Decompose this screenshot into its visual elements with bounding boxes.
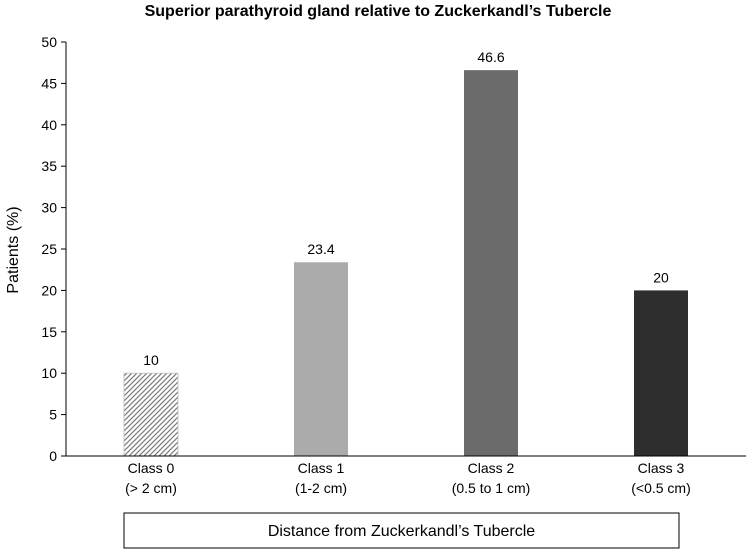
y-tick-label: 20	[41, 282, 57, 298]
x-category-label: Class 3	[638, 460, 685, 476]
bar	[123, 372, 179, 457]
bar-data-label: 46.6	[477, 49, 504, 65]
x-category-label: Class 2	[468, 460, 515, 476]
bar-data-label: 10	[143, 352, 159, 368]
y-tick-label: 25	[41, 241, 57, 257]
data-labels: 10 23.4 46.6 20	[143, 49, 669, 368]
y-axis-ticks: 0 5 10 15 20 25 30 35 40 45 50	[41, 34, 66, 464]
x-category-label: Class 0	[128, 460, 175, 476]
y-tick-label: 15	[41, 324, 57, 340]
bar	[294, 262, 348, 456]
x-category-label: (0.5 to 1 cm)	[452, 480, 531, 496]
bar-data-label: 23.4	[307, 241, 334, 257]
category-labels: Class 0 (> 2 cm) Class 1 (1-2 cm) Class 2 (0.…	[125, 460, 691, 496]
x-axis-title: Distance from Zuckerkandl’s Tubercle	[268, 523, 535, 540]
y-tick-label: 45	[41, 75, 57, 91]
x-axis-title-box	[123, 512, 680, 549]
y-tick-label: 0	[49, 448, 57, 464]
y-tick-label: 35	[41, 158, 57, 174]
bar	[464, 70, 518, 456]
y-tick-label: 40	[41, 117, 57, 133]
y-tick-label: 30	[41, 200, 57, 216]
x-category-label: (> 2 cm)	[125, 480, 177, 496]
x-category-label: (<0.5 cm)	[631, 480, 691, 496]
y-axis-title: Patients (%)	[5, 206, 22, 293]
bar	[634, 290, 688, 456]
bars	[123, 70, 688, 457]
y-tick-label: 5	[49, 407, 57, 423]
chart-title: Superior parathyroid gland relative to Z…	[145, 3, 612, 20]
x-category-label: (1-2 cm)	[295, 480, 347, 496]
x-category-label: Class 1	[298, 460, 345, 476]
y-tick-label: 10	[41, 365, 57, 381]
y-tick-label: 50	[41, 34, 57, 50]
bar-data-label: 20	[653, 269, 669, 285]
